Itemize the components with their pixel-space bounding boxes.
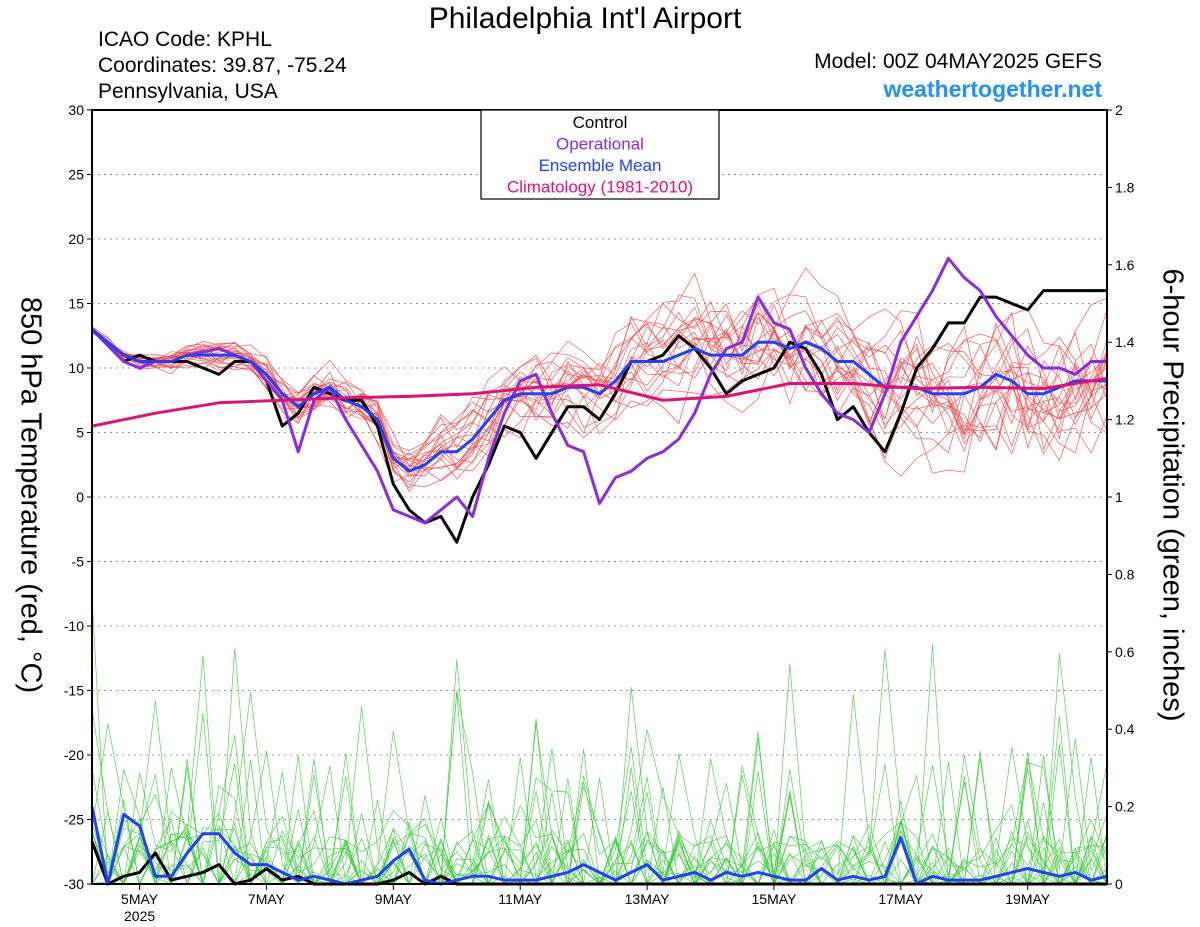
y-right-tick-label: 0.4 [1115,721,1135,737]
temperature-member-line [91,310,1108,472]
y-left-tick-label: 30 [68,102,84,118]
chart-title: Philadelphia Int'l Airport [428,2,742,35]
legend-entry-climatology-1981-2010: Climatology (1981-2010) [507,178,693,197]
y-left-tick-label: -30 [64,876,84,892]
temperature-member-line [91,300,1108,482]
legend-entry-operational: Operational [556,135,644,154]
precip-series-ensemble-mean [90,806,1108,886]
y-left-tick-label: 25 [68,167,84,183]
y-left-tick-label: -10 [64,618,84,634]
legend-entry-control: Control [573,113,628,132]
y-left-tick-label: -20 [64,747,84,763]
precip-member-line [91,716,1108,886]
y-right-tick-label: 1.6 [1115,257,1135,273]
y-axis-left-label: 850 hPa Temperature (red, °C) [14,296,47,694]
y-right-tick-label: 1.8 [1115,179,1135,195]
temperature-series-ensemble-mean [91,328,1107,473]
x-tick-label: 15MAY [752,891,798,907]
y-right-tick-label: 0 [1115,876,1123,892]
temperature-member-line [91,311,1108,455]
temperature-series-climatology-1981-2010 [91,376,1108,428]
x-tick-label: 11MAY [498,891,542,907]
y-right-tick-label: 1.2 [1115,412,1135,428]
x-tick-label: 5MAY [121,891,159,907]
region: Pennsylvania, USA [98,80,278,103]
temperature-member-line [91,304,1108,489]
x-tick-label: 7MAY [248,891,286,907]
coordinates: Coordinates: 39.87, -75.24 [98,54,347,77]
y-left-tick-label: 5 [76,425,84,441]
temperature-member-line [91,267,1108,476]
y-right-tick-label: 0.2 [1115,799,1135,815]
temperature-member-line [91,287,1108,460]
y-left-tick-label: -5 [72,554,85,570]
x-tick-label: 19MAY [1005,891,1051,907]
precip-member-line [91,687,1107,886]
temperature-member-line [91,309,1108,488]
site-name: weathertogether.net [883,76,1102,102]
temperature-series-operational [90,256,1107,525]
y-right-tick-label: 0.8 [1115,566,1135,582]
legend-box [480,109,720,200]
y-left-tick-label: -25 [64,812,84,828]
y-right-tick-label: 1.4 [1115,334,1135,350]
x-tick-label: 17MAY [878,891,924,907]
temperature-member-line [91,322,1108,483]
x-tick-label: 9MAY [375,891,413,907]
temperature-member-line [91,302,1108,470]
precip-member-line [91,648,1108,886]
plot-frame [91,109,1108,885]
y-left-tick-label: 10 [68,360,84,376]
y-axis-right-label: 6-hour Precipitation (green, inches) [1156,268,1189,722]
y-left-tick-label: -15 [64,683,84,699]
y-left-tick-label: 20 [68,231,84,247]
precip-member-line [92,748,1108,885]
y-right-tick-label: 0.6 [1115,644,1135,660]
y-right-tick-label: 1 [1115,489,1123,505]
precip-member-line [91,659,1108,886]
legend-entry-ensemble-mean: Ensemble Mean [539,156,662,175]
model-run: Model: 00Z 04MAY2025 GEFS [814,50,1102,73]
y-left-tick-label: 0 [76,489,84,505]
y-left-tick-label: 15 [68,296,84,312]
x-tick-sublabel: 2025 [124,908,155,924]
x-tick-label: 13MAY [625,891,671,907]
icao-code: ICAO Code: KPHL [98,28,272,51]
y-right-tick-label: 2 [1115,102,1123,118]
temperature-member-line [91,326,1108,468]
